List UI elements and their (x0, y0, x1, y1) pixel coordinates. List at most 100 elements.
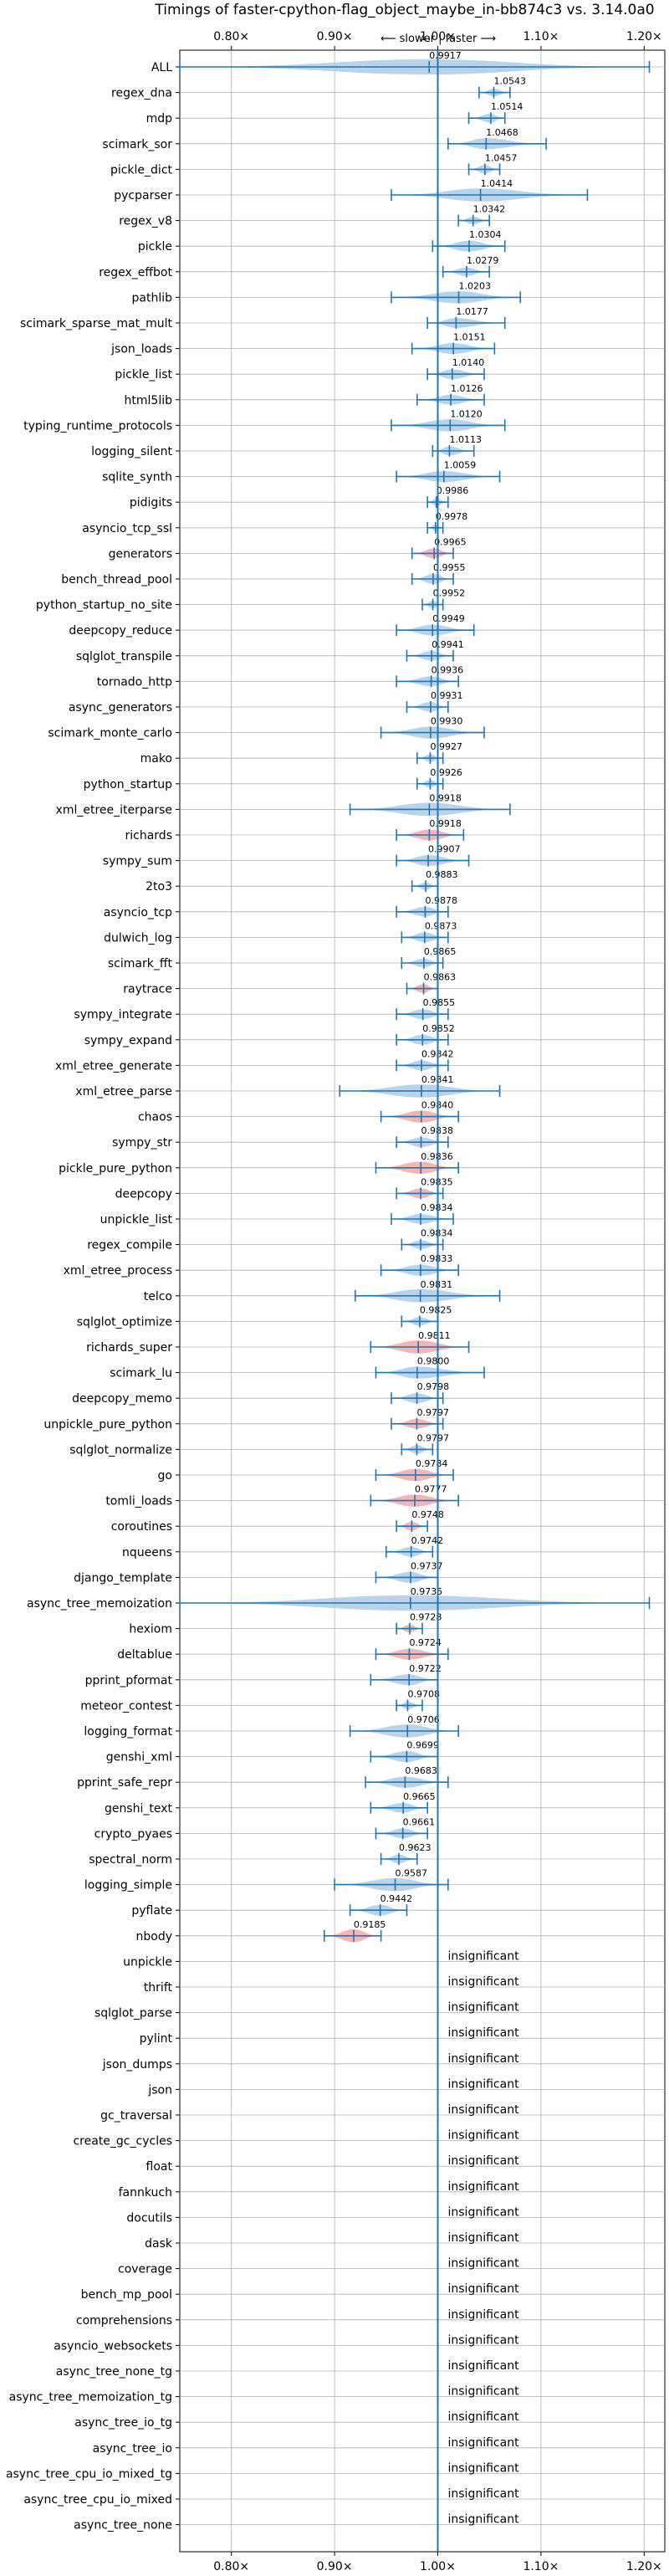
benchmark-name: async_tree_cpu_io_mixed (23, 2493, 172, 2507)
benchmark-row: pidigits 0.9986 (130, 485, 468, 510)
benchmark-row: raytrace 0.9863 (123, 972, 456, 996)
value-label: 0.9748 (411, 1509, 444, 1520)
benchmark-name: logging_format (84, 1725, 172, 1739)
benchmark-row: genshi_xml 0.9699 (106, 1740, 439, 1764)
benchmark-row: pprint_pformat 0.9722 (85, 1663, 442, 1687)
benchmark-row: deepcopy_reduce 0.9949 (69, 613, 475, 638)
benchmark-row: unpickle_pure_python 0.9797 (43, 1407, 449, 1431)
benchmark-row: genshi_text 0.9665 (105, 1791, 436, 1815)
insignificant-label: insignificant (448, 2282, 520, 2296)
benchmark-name: pickle_dict (110, 163, 173, 177)
value-label: 1.0468 (486, 127, 518, 138)
benchmark-name: scimark_sparse_mat_mult (20, 317, 172, 330)
benchmark-name: scimark_monte_carlo (48, 727, 172, 740)
benchmark-row: logging_simple 0.9587 (84, 1868, 449, 1892)
benchmark-name: pickle_pure_python (59, 1162, 172, 1175)
benchmark-row: async_tree_memoization 0.9735 (27, 1586, 651, 1611)
benchmark-row: scimark_sor 1.0468 (102, 127, 547, 151)
benchmark-row: unpickle insignificant (123, 1949, 519, 1969)
benchmark-name: mako (140, 752, 172, 766)
benchmark-name: raytrace (123, 983, 172, 996)
value-label: 1.0126 (451, 383, 483, 394)
benchmark-row: html5lib 1.0126 (125, 383, 485, 407)
benchmark-name: pidigits (130, 496, 172, 510)
value-label: 0.9798 (417, 1381, 450, 1392)
benchmark-name: sqlglot_optimize (77, 1315, 172, 1329)
benchmark-row: xml_etree_generate0.9842 (55, 1048, 454, 1073)
benchmark-row: bench_thread_pool 0.9955 (61, 562, 465, 586)
insignificant-label: insignificant (448, 2359, 520, 2373)
benchmark-row: hexiom 0.9728 (129, 1612, 442, 1636)
benchmark-name: chaos (138, 1111, 172, 1124)
benchmark-name: pyflate (131, 1904, 172, 1918)
benchmark-name: pickle (138, 240, 172, 254)
value-label: 1.0304 (469, 229, 502, 240)
benchmark-name: async_tree_none_tg (56, 2365, 172, 2379)
x-tick-label: 1.10× (523, 30, 559, 44)
value-label: 0.9833 (421, 1253, 452, 1264)
value-label: 0.9955 (433, 562, 466, 573)
benchmark-name: deepcopy_memo (72, 1392, 172, 1406)
benchmark-row: pprint_safe_repr 0.9683 (77, 1765, 449, 1790)
insignificant-label: insignificant (448, 2385, 520, 2399)
insignificant-label: insignificant (448, 2180, 520, 2194)
benchmark-row: regex_v8 1.0342 (119, 204, 505, 228)
benchmark-name: hexiom (129, 1623, 172, 1636)
value-label: 0.9834 (421, 1228, 452, 1239)
benchmark-name: unpickle_pure_python (43, 1418, 172, 1431)
benchmark-name: deepcopy (115, 1187, 172, 1201)
plot-area (179, 49, 666, 2553)
benchmark-name: genshi_xml (106, 1751, 172, 1764)
value-label: 1.0414 (481, 178, 513, 189)
benchmark-row: scimark_fft 0.9865 (108, 946, 456, 970)
value-label: 0.9699 (406, 1740, 439, 1751)
value-label: 0.9825 (420, 1304, 452, 1315)
top-x-axis: 0.80× 0.90× 1.00× 1.10× 1.20× (213, 30, 662, 50)
benchmark-name: async_generators (69, 701, 172, 714)
value-label: 0.9941 (432, 639, 464, 650)
benchmark-name: asyncio_websockets (54, 2339, 172, 2353)
x-tick-label: 1.10× (523, 2560, 559, 2573)
benchmark-name: sqlite_synth (102, 471, 172, 484)
value-label: 0.9949 (432, 613, 465, 624)
benchmark-row: logging_format 0.9706 (84, 1714, 459, 1739)
value-label: 0.9831 (421, 1279, 452, 1290)
value-label: 0.9587 (396, 1868, 428, 1879)
benchmark-row: dask insignificant (145, 2231, 519, 2251)
benchmark-name: scimark_fft (108, 957, 173, 970)
benchmark-name: sympy_str (112, 1136, 172, 1150)
benchmark-row: sqlglot_normalize 0.9797 (69, 1432, 449, 1457)
value-label: 0.9777 (415, 1484, 447, 1495)
benchmark-name: async_tree_io (93, 2442, 172, 2456)
benchmark-row: fannkuch insignificant (119, 2180, 519, 2200)
benchmark-row: unpickle_list 0.9834 (100, 1202, 454, 1227)
benchmark-row: gc_traversal insignificant (100, 2103, 519, 2123)
benchmark-row: python_startup_no_site 0.9952 (36, 588, 465, 612)
value-label: 0.9878 (425, 895, 457, 906)
value-label: 0.9706 (407, 1714, 440, 1725)
value-label: 0.9986 (437, 485, 469, 496)
bottom-x-axis: 0.80× 0.90× 1.00× 1.10× 1.20× (213, 2552, 662, 2573)
benchmark-name: generators (109, 547, 172, 561)
insignificant-label: insignificant (448, 2077, 520, 2091)
benchmark-row: pickle_list 1.0140 (115, 357, 485, 382)
benchmark-name: genshi_text (105, 1802, 173, 1815)
benchmark-row: sqlite_synth 1.0059 (102, 460, 501, 484)
benchmark-name: logging_simple (84, 1879, 172, 1892)
value-label: 1.0514 (491, 101, 523, 112)
value-label: 0.9683 (405, 1765, 437, 1776)
benchmark-name: regex_v8 (119, 215, 172, 228)
benchmark-row: pycparser 1.0414 (114, 178, 589, 202)
benchmark-name: float (146, 2160, 173, 2174)
value-label: 0.9722 (409, 1663, 441, 1674)
insignificant-label: insignificant (448, 2333, 520, 2347)
benchmark-name: async_tree_memoization (27, 1597, 172, 1611)
benchmark-name: python_startup (84, 778, 172, 791)
benchmark-row: async_tree_none insignificant (74, 2513, 519, 2532)
insignificant-label: insignificant (448, 2231, 520, 2245)
benchmark-row: python_startup 0.9926 (84, 767, 462, 791)
benchmark-name: pathlib (132, 291, 173, 305)
benchmark-row: tomli_loads 0.9777 (105, 1484, 459, 1508)
value-label: 0.9834 (421, 1202, 452, 1213)
